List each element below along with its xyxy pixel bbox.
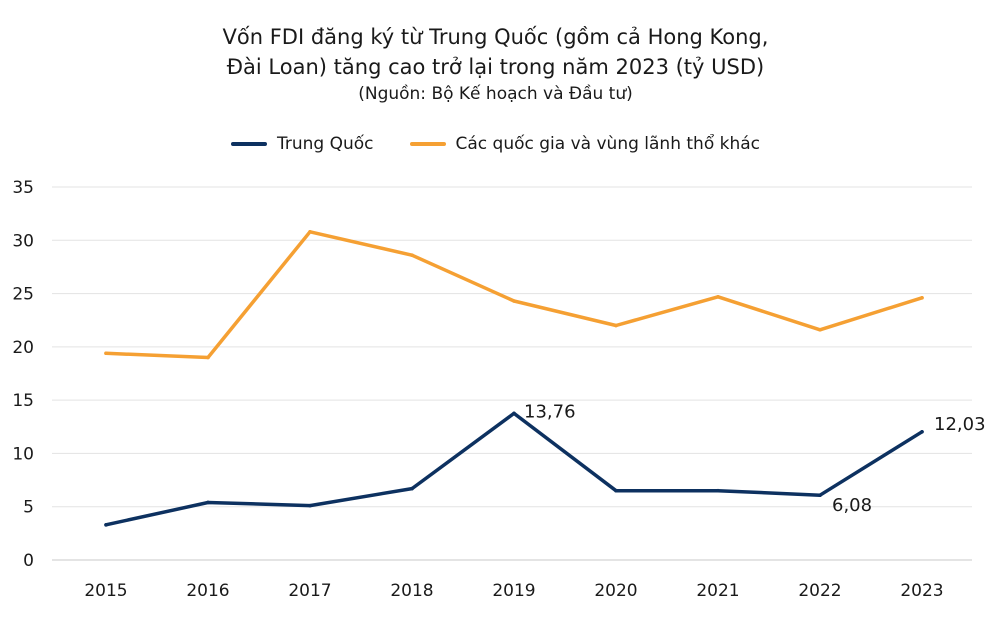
data-label: 13,76 (524, 401, 576, 422)
data-point (512, 411, 516, 416)
data-point (614, 488, 618, 493)
data-point (818, 328, 822, 332)
chart-title-line-2: Đài Loan) tăng cao trở lại trong năm 202… (226, 55, 765, 79)
series-line (104, 230, 924, 360)
series-line (104, 411, 924, 527)
data-point (308, 503, 312, 508)
legend-label-khac: Các quốc gia và vùng lãnh thổ khác (455, 134, 761, 154)
data-point (716, 294, 720, 299)
x-tick-label: 2021 (696, 581, 739, 601)
y-tick-label: 20 (12, 338, 34, 358)
y-tick-label: 10 (12, 444, 34, 464)
data-label: 6,08 (832, 495, 872, 516)
chart-title-block: Vốn FDI đăng ký từ Trung Quốc (gồm cả Ho… (0, 22, 991, 106)
x-tick-label: 2023 (900, 581, 943, 601)
y-tick-label: 5 (23, 498, 34, 518)
data-point (206, 500, 210, 505)
data-point (614, 323, 618, 328)
data-point (410, 253, 414, 258)
y-tick-label: 15 (12, 391, 34, 411)
x-tick-label: 2018 (390, 581, 433, 601)
data-point (104, 351, 108, 356)
chart-legend: Trung Quốc Các quốc gia và vùng lãnh thổ… (0, 134, 991, 154)
legend-item-trung-quoc: Trung Quốc (230, 134, 374, 154)
y-tick-label: 30 (12, 231, 34, 251)
data-point (920, 296, 924, 300)
data-point (104, 523, 108, 527)
x-tick-label: 2020 (594, 581, 637, 601)
data-point (920, 429, 924, 434)
x-tick-label: 2015 (84, 581, 127, 601)
chart-subtitle: (Nguồn: Bộ Kế hoạch và Đầu tư) (358, 84, 633, 104)
data-point (410, 486, 414, 491)
data-point (512, 299, 516, 303)
y-tick-label: 35 (12, 178, 34, 198)
data-point (308, 229, 312, 234)
x-tick-label: 2017 (288, 581, 331, 601)
y-tick-label: 25 (12, 285, 34, 305)
x-tick-label: 2019 (492, 581, 535, 601)
legend-swatch-trung-quoc (230, 142, 267, 146)
y-tick-label: 0 (23, 551, 34, 571)
legend-item-khac: Các quốc gia và vùng lãnh thổ khác (409, 134, 761, 154)
data-point (206, 355, 210, 360)
chart-title-line-1: Vốn FDI đăng ký từ Trung Quốc (gồm cả Ho… (222, 25, 769, 49)
data-point (818, 493, 822, 498)
data-point (716, 488, 720, 493)
x-tick-label: 2016 (186, 581, 229, 601)
legend-label-trung-quoc: Trung Quốc (276, 134, 374, 154)
legend-swatch-khac (409, 142, 446, 146)
data-label: 12,03 (934, 414, 986, 435)
x-tick-label: 2022 (798, 581, 841, 601)
